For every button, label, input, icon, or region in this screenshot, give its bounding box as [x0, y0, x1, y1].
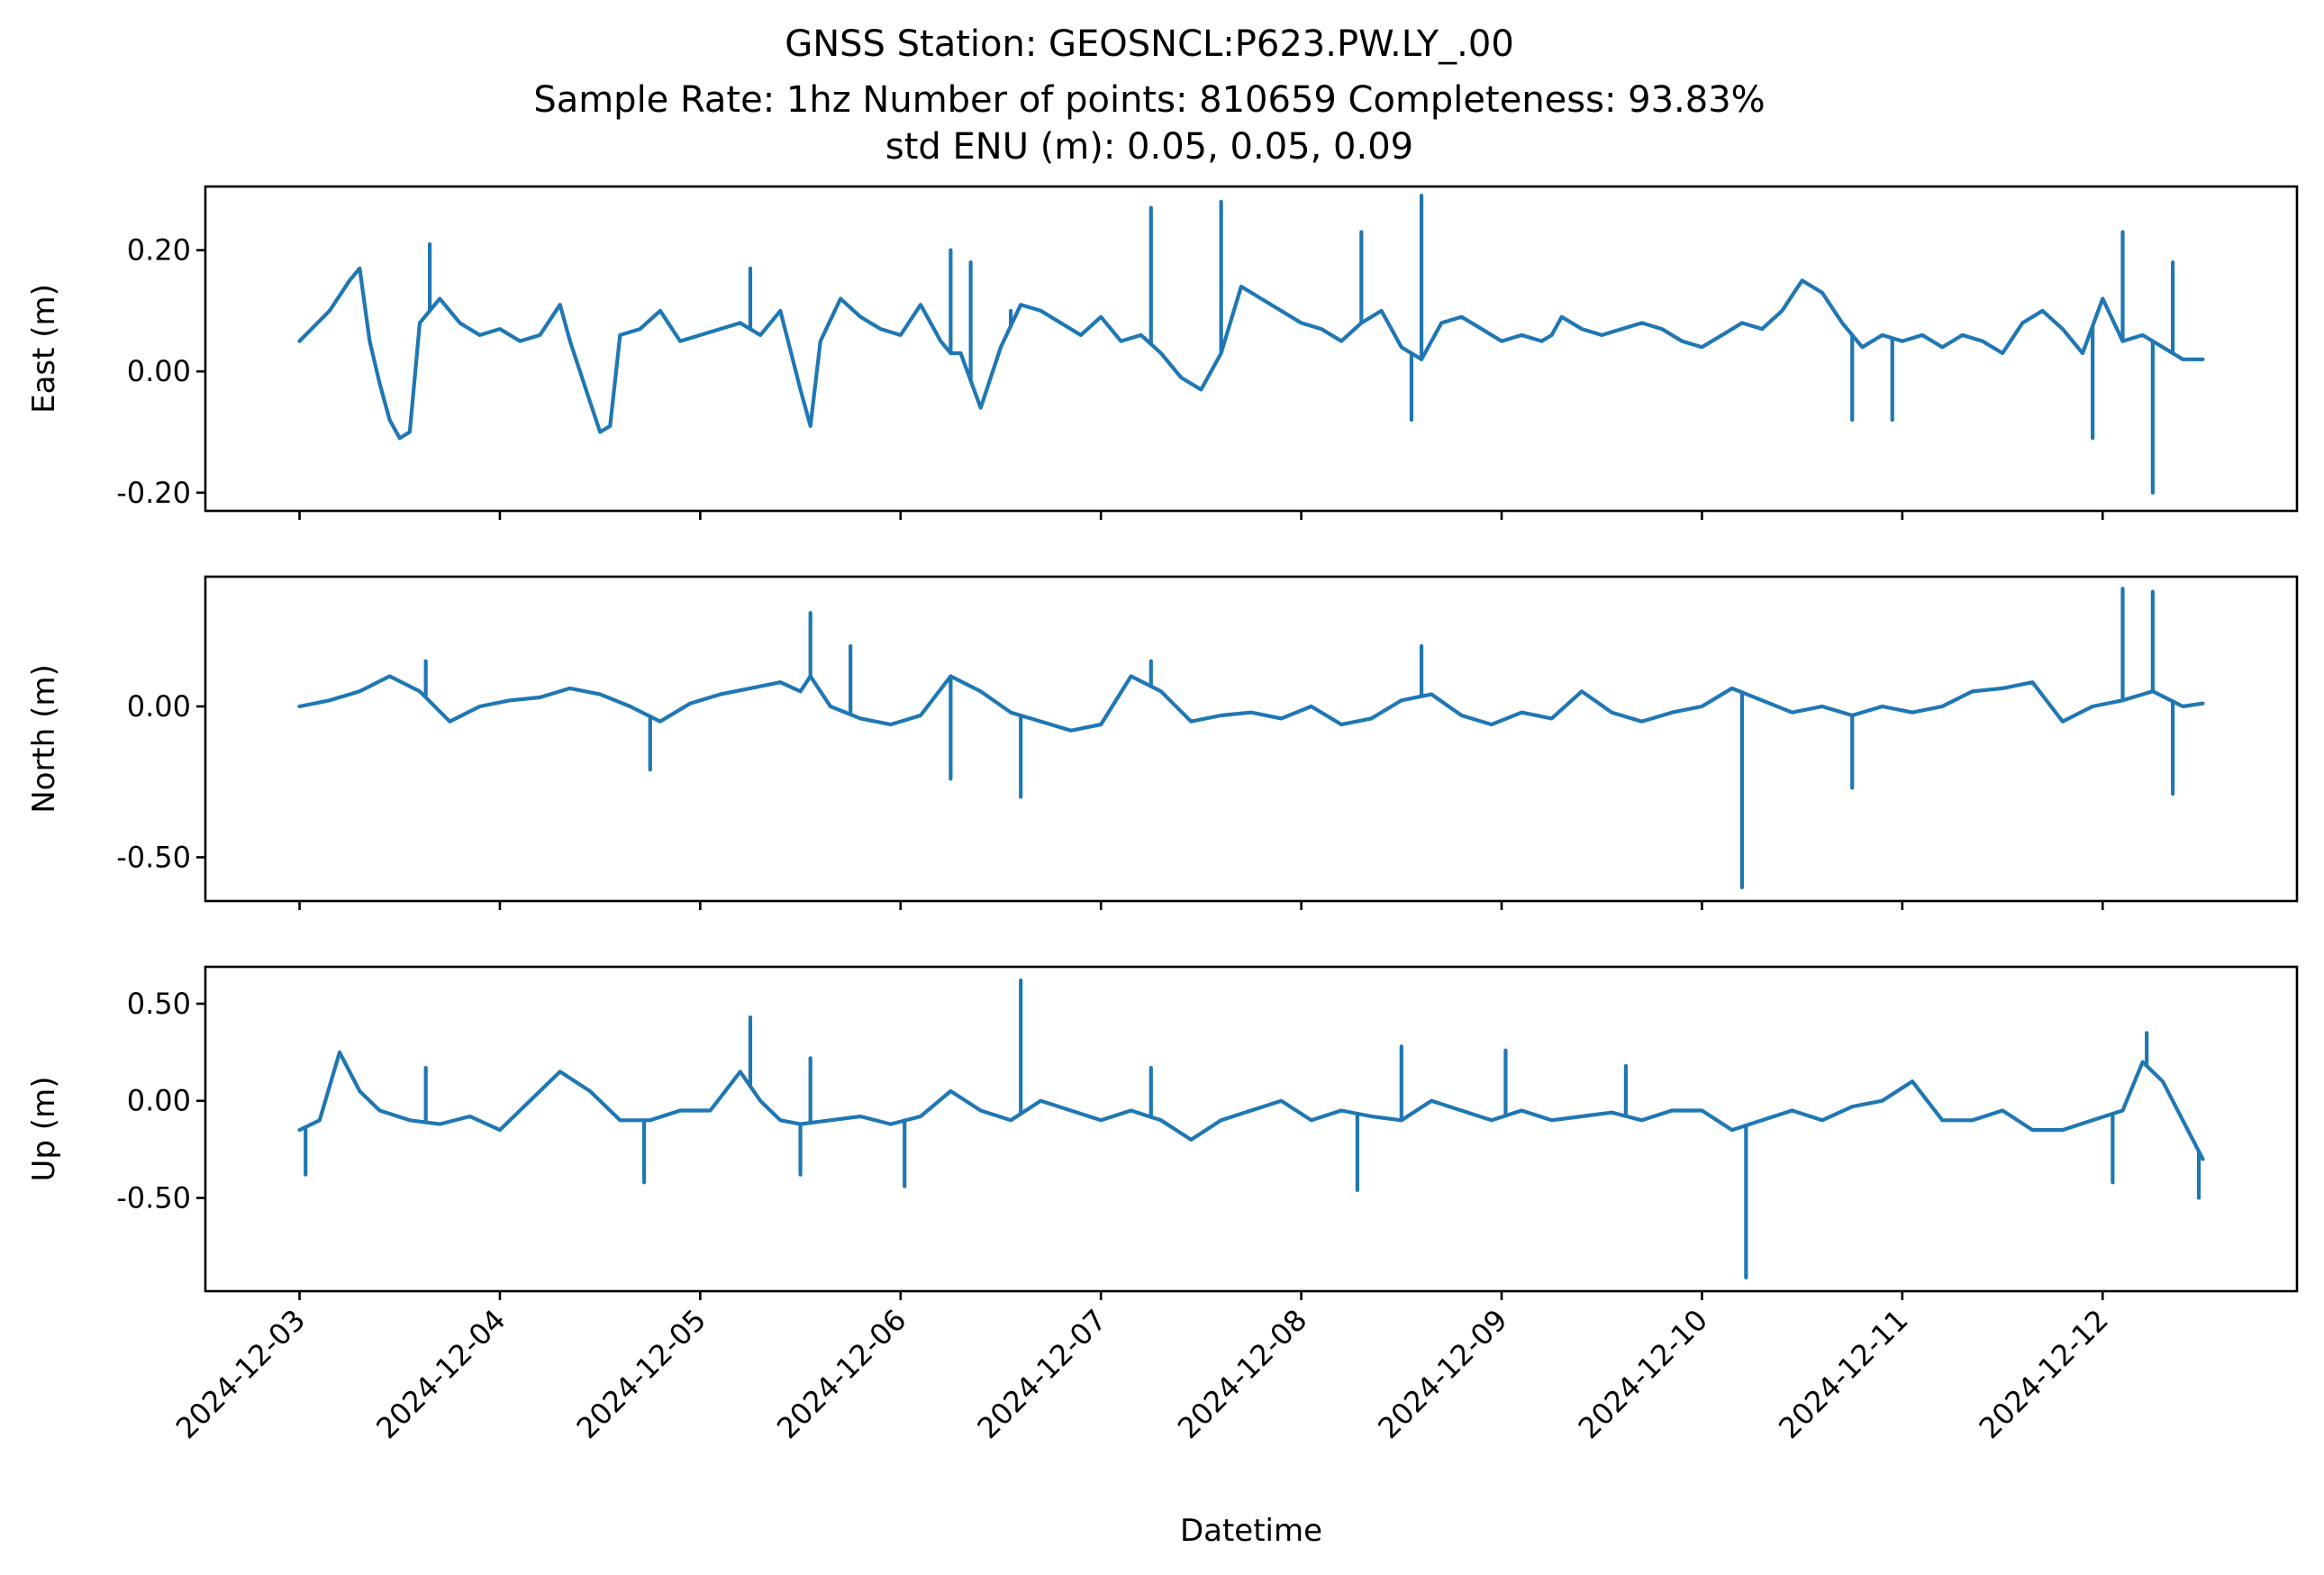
figure-title: GNSS Station: GEOSNCL:P623.PW.LY_.00 Sam… — [533, 23, 1765, 168]
north-axes-frame — [204, 575, 2299, 903]
east-axes-frame — [204, 185, 2299, 513]
up-y-tick-label: 0.50 — [127, 987, 191, 1021]
up-y-tick-label: -0.50 — [116, 1181, 191, 1215]
up-series-line — [297, 1050, 2205, 1161]
north-y-axis-label: North (m) — [26, 664, 62, 814]
north-series-line — [297, 674, 2205, 733]
east-y-tick-label: 0.00 — [127, 354, 191, 388]
title-line-3: std ENU (m): 0.05, 0.05, 0.09 — [885, 126, 1413, 168]
east-panel: East (m) 0.20 0.00 -0.20 — [26, 185, 2299, 520]
up-axes-frame — [204, 965, 2299, 1293]
east-y-tick-label: 0.20 — [127, 233, 191, 268]
x-axis-label: Datetime — [1180, 1513, 1322, 1549]
title-line-1: GNSS Station: GEOSNCL:P623.PW.LY_.00 — [785, 23, 1514, 65]
north-panel: North (m) 0.00 -0.50 — [26, 575, 2299, 910]
east-series-line — [297, 266, 2205, 441]
up-y-tick-label: 0.00 — [127, 1084, 191, 1118]
east-y-tick-label: -0.20 — [116, 476, 191, 510]
title-line-2: Sample Rate: 1hz Number of points: 81065… — [533, 79, 1765, 121]
up-y-axis-label: Up (m) — [26, 1077, 62, 1182]
north-y-tick-label: 0.00 — [127, 689, 191, 724]
north-y-tick-label: -0.50 — [116, 840, 191, 874]
east-y-axis-label: East (m) — [26, 284, 62, 414]
